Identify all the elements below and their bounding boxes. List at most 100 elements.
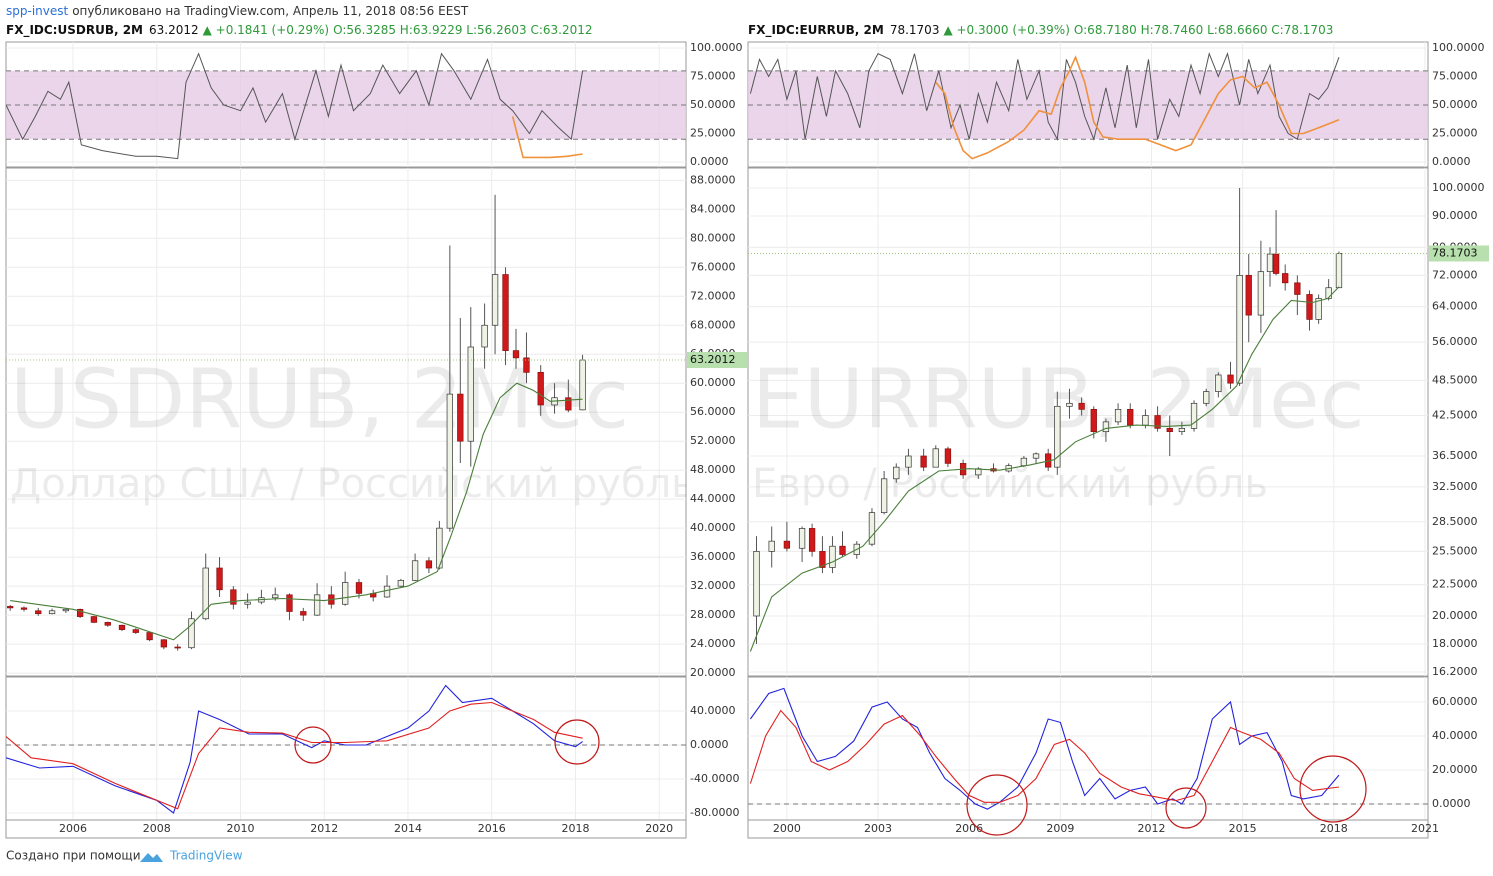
x-tick-label: 2015: [1229, 822, 1257, 835]
y-tick-label: 36.5000: [1432, 449, 1478, 462]
candle-body: [35, 610, 42, 615]
candle-body: [1178, 428, 1186, 433]
candle-body: [62, 608, 70, 612]
y-tick-label: 64.0000: [1432, 300, 1478, 313]
symbol: FX_IDC:EURRUB, 2M: [748, 23, 884, 38]
line: [6, 52, 584, 160]
candle-body: [457, 393, 464, 442]
y-tick-label: 50.0000: [690, 98, 736, 111]
candle-body: [768, 540, 775, 552]
candle-body: [1114, 408, 1122, 423]
candle-body: [244, 601, 251, 605]
y-tick-label: 0.0000: [1432, 797, 1471, 810]
candle-body: [1272, 253, 1280, 274]
x-axis-frame: [5, 819, 687, 839]
last-value: 78.1703: [890, 23, 940, 37]
candle-body: [920, 455, 927, 468]
candle-body: [272, 594, 279, 599]
x-tick-label: 2009: [1046, 822, 1074, 835]
y-tick-label: 40.0000: [690, 521, 736, 534]
x-tick-label: 2006: [59, 822, 87, 835]
candle-body: [1335, 253, 1343, 289]
y-tick-label: 28.0000: [690, 608, 736, 621]
line: [511, 116, 583, 159]
chart-panel: USDRUB, 2Мес Доллар США / Российский рубл…: [5, 23, 747, 839]
y-tick-label: 18.0000: [1432, 637, 1478, 650]
candle-body: [300, 611, 307, 616]
y-tick-label: 40.0000: [1432, 729, 1478, 742]
y-tick-label: 88.0000: [690, 173, 736, 186]
x-tick-label: 2020: [645, 822, 673, 835]
candle-body: [905, 455, 912, 468]
candle-body: [1215, 374, 1222, 392]
y-tick-label: 32.5000: [1432, 480, 1478, 493]
last-price-label: 78.1703: [1432, 246, 1478, 259]
y-tick-label: 25.5000: [1432, 544, 1478, 557]
x-tick-label: 2018: [561, 822, 589, 835]
line: [749, 709, 1340, 803]
ohlc: O:68.7180 H:78.7460 L:68.6660 C:78.1703: [1074, 23, 1333, 37]
y-tick-label: 75.0000: [690, 70, 736, 83]
x-tick-label: 2008: [143, 822, 171, 835]
published: опубликовано на TradingView.com, Апрель …: [72, 4, 469, 18]
x-tick-label: 2006: [955, 822, 983, 835]
candle-body: [1078, 402, 1085, 410]
candle-body: [216, 567, 223, 591]
candle-body: [808, 528, 816, 552]
line: [749, 687, 1340, 810]
candle-body: [880, 478, 888, 513]
y-tick-label: 0.0000: [690, 155, 729, 168]
y-tick-label: 100.0000: [1432, 41, 1485, 54]
footer-brand[interactable]: TradingView: [169, 849, 243, 863]
candle-body: [868, 512, 876, 545]
y-tick-label: 44.0000: [690, 492, 736, 505]
circle: [966, 774, 1028, 836]
footer-text: Создано при помощи: [6, 849, 141, 863]
tv-logo[interactable]: TradingView: [140, 849, 243, 863]
candle-body: [383, 585, 391, 598]
last-value: 63.2012: [149, 23, 199, 37]
y-tick-label: 84.0000: [690, 202, 736, 215]
x-tick-label: 2012: [1138, 822, 1166, 835]
y-tick-label: 60.0000: [690, 376, 736, 389]
legend: FX_IDC:USDRUB, 2M 63.2012 ▲ +0.1841 (+0.29…: [6, 23, 593, 38]
y-tick-label: 36.0000: [690, 550, 736, 563]
pane-macd: [748, 677, 1428, 820]
candle-body: [1154, 415, 1161, 429]
pane-macd: [6, 677, 686, 820]
candle-body: [579, 359, 586, 411]
candle-body: [512, 350, 520, 359]
annotations: [294, 719, 1367, 836]
author[interactable]: spp-invest: [6, 4, 68, 18]
candle-body: [753, 551, 760, 617]
candle-body: [783, 540, 791, 549]
change: ▲ +0.1841 (+0.29%): [203, 23, 329, 37]
y-tick-label: 100.0000: [690, 41, 743, 54]
candle-body: [7, 606, 14, 609]
x-tick-label: 2016: [478, 822, 506, 835]
header: spp-invest опубликовано на TradingView.co…: [6, 4, 469, 18]
pane-frame: [5, 676, 687, 821]
y-tick-label: 32.0000: [690, 579, 736, 592]
candle-body: [1294, 282, 1301, 295]
candle-body: [1166, 428, 1173, 433]
candle-body: [436, 527, 443, 569]
x-tick-label: 2014: [394, 822, 422, 835]
y-tick-label: 100.0000: [1432, 181, 1485, 194]
x-tick-label: 2018: [1320, 822, 1348, 835]
y-tick-label: 0.0000: [690, 738, 729, 751]
candle-body: [491, 274, 499, 326]
y-tick-label: 40.0000: [690, 704, 736, 717]
candle-body: [893, 466, 900, 480]
pane-main: USDRUB, 2Мес Доллар США / Российский рубл…: [6, 168, 686, 676]
candle-body: [1236, 274, 1243, 384]
y-tick-label: 76.0000: [690, 260, 736, 273]
ohlc: O:56.3285 H:63.9229 L:56.2603 C:63.2012: [333, 23, 592, 37]
candle-body: [202, 567, 209, 620]
line: [10, 382, 583, 641]
y-tick-label: 25.0000: [1432, 126, 1478, 139]
y-tick-label: 20.0000: [1432, 609, 1478, 622]
tv-icon: [140, 853, 163, 862]
